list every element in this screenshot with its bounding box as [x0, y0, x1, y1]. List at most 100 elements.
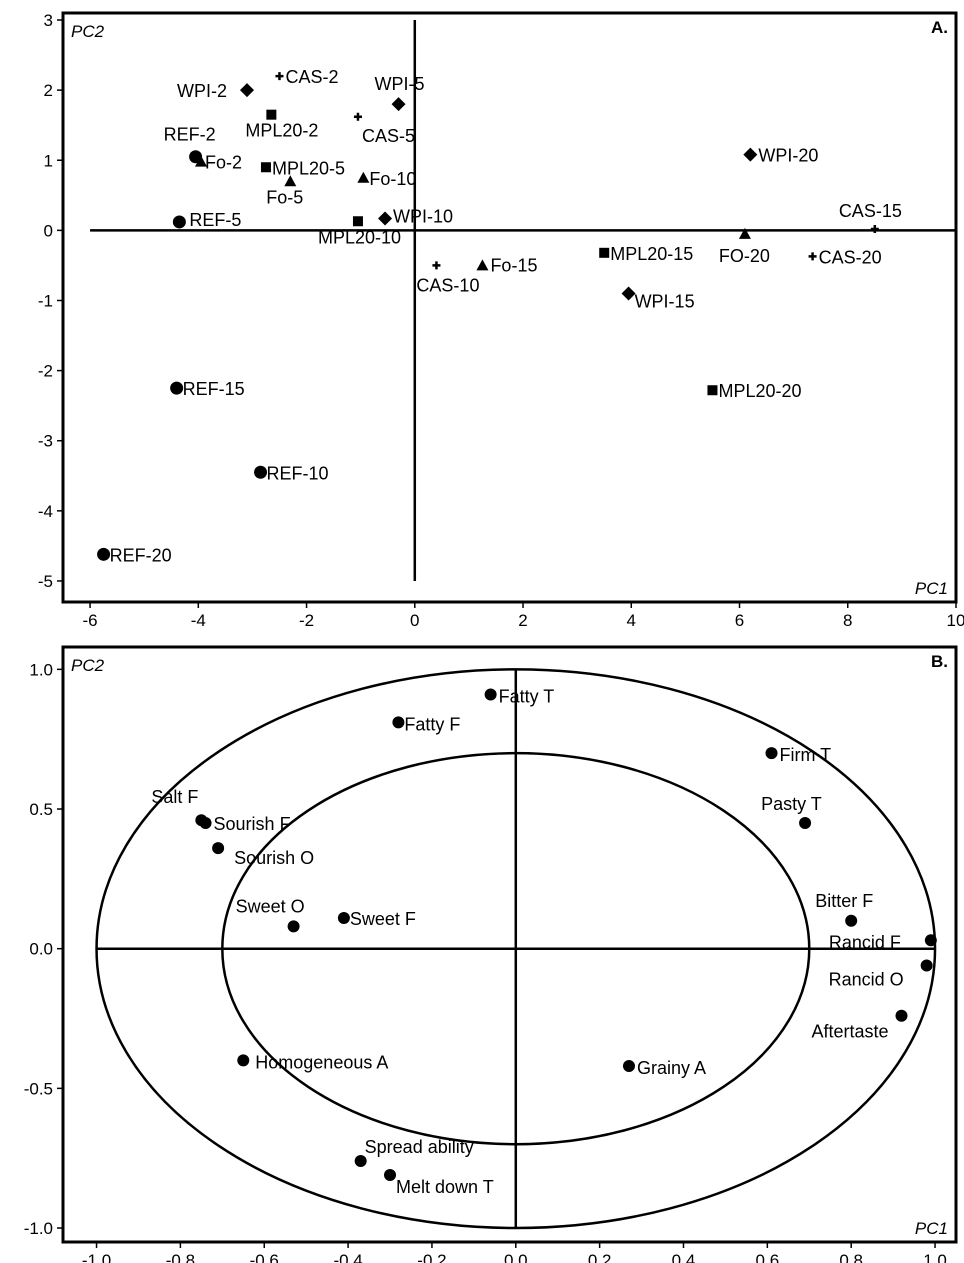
x-tick-label: 10 — [947, 611, 964, 630]
point-ref-15-marker — [170, 381, 184, 395]
point-fatty-t-label: Fatty T — [499, 686, 555, 706]
point-rancid-f-label: Rancid F — [829, 932, 901, 952]
y-tick-label: 0 — [44, 221, 53, 240]
point-fo-2-label: Fo-2 — [205, 153, 242, 173]
point-melt-down-t-marker — [384, 1168, 397, 1181]
point-mpl20-2-label: MPL20-2 — [245, 121, 318, 141]
point-fo-20-marker — [738, 227, 751, 239]
point-fo-5-label: Fo-5 — [266, 187, 303, 207]
y-tick-label: -5 — [38, 572, 53, 591]
point-fo-10-marker — [357, 171, 370, 183]
point-cas-15-marker — [870, 224, 879, 233]
point-wpi-5-marker — [391, 97, 406, 112]
point-fatty-t-marker — [484, 688, 497, 701]
y-axis-title: PC2 — [71, 656, 105, 675]
point-cas-20-label: CAS-20 — [819, 247, 882, 267]
x-tick-label: -0.8 — [166, 1251, 195, 1263]
point-homogeneous-a-marker — [237, 1054, 250, 1067]
point-mpl20-2-marker — [266, 109, 277, 120]
point-ref-15-label: REF-15 — [183, 379, 245, 399]
point-sourish-o-marker — [212, 842, 225, 855]
point-sweet-o-label: Sweet O — [236, 896, 305, 916]
y-tick-label: 0.0 — [29, 940, 53, 959]
point-cas-10-marker — [432, 261, 441, 270]
x-tick-label: 8 — [843, 611, 852, 630]
point-sourish-o-label: Sourish O — [234, 848, 314, 868]
point-mpl20-5-marker — [260, 162, 271, 173]
point-ref-5-label: REF-5 — [189, 210, 241, 230]
x-axis-title: PC1 — [915, 1219, 948, 1238]
point-pasty-t-marker — [799, 816, 812, 829]
point-aftertaste-label: Aftertaste — [811, 1022, 888, 1042]
point-fo-2-marker — [195, 155, 208, 167]
point-wpi-15-label: WPI-15 — [635, 291, 695, 311]
point-mpl20-20-marker — [707, 385, 718, 396]
x-tick-label: -6 — [82, 611, 97, 630]
point-melt-down-t-label: Melt down T — [396, 1177, 494, 1197]
point-aftertaste-marker — [895, 1009, 908, 1022]
point-ref-10-marker — [254, 465, 268, 479]
point-cas-5-label: CAS-5 — [362, 126, 415, 146]
x-tick-label: 0.8 — [839, 1251, 863, 1263]
point-fatty-f-marker — [392, 716, 405, 729]
point-wpi-10-marker — [378, 211, 393, 226]
y-tick-label: 1.0 — [29, 660, 53, 679]
point-grainy-a-label: Grainy A — [637, 1058, 706, 1078]
x-tick-label: -1.0 — [82, 1251, 111, 1263]
point-firm-t-marker — [765, 747, 778, 760]
point-sweet-f-label: Sweet F — [350, 909, 416, 929]
plot-frame — [61, 11, 958, 604]
y-tick-label: -1.0 — [24, 1219, 53, 1238]
point-sourish-f-label: Sourish F — [214, 814, 291, 834]
point-spread-ability-label: Spread ability — [365, 1137, 474, 1157]
x-tick-label: -0.4 — [333, 1251, 362, 1263]
point-sourish-f-marker — [199, 816, 212, 829]
panel-b-pca-loadings-plot: -1.0 -0.8 -0.6 -0.4 -0.2 0.0 0.2 0.4 0.6 0.8 1.0 1.… — [24, 645, 958, 1263]
x-tick-label: -0.2 — [417, 1251, 446, 1263]
x-tick-label: 0.0 — [504, 1251, 528, 1263]
panel-label: B. — [931, 652, 948, 671]
point-rancid-o-marker — [920, 959, 933, 972]
point-mpl20-5-label: MPL20-5 — [272, 158, 345, 178]
point-ref-10-label: REF-10 — [267, 463, 329, 483]
y-tick-label: -0.5 — [24, 1079, 53, 1098]
x-tick-label: -0.6 — [250, 1251, 279, 1263]
x-tick-label: 6 — [735, 611, 744, 630]
point-mpl20-10-marker — [352, 216, 363, 227]
point-fo-10-label: Fo-10 — [369, 169, 416, 189]
point-ref-2-label: REF-2 — [164, 125, 216, 145]
point-ref-20-marker — [97, 547, 111, 561]
panel-label: A. — [931, 18, 948, 37]
point-cas-2-label: CAS-2 — [285, 67, 338, 87]
point-fo-15-marker — [476, 259, 489, 271]
point-mpl20-15-marker — [599, 247, 610, 258]
point-rancid-o-label: Rancid O — [829, 969, 904, 989]
point-grainy-a-marker — [622, 1060, 635, 1073]
point-fo-15-label: Fo-15 — [490, 255, 537, 275]
point-cas-2-marker — [275, 72, 284, 81]
point-bitter-f-marker — [845, 914, 858, 927]
y-tick-label: 3 — [44, 11, 53, 30]
x-tick-label: 0.6 — [756, 1251, 780, 1263]
point-mpl20-15-label: MPL20-15 — [610, 244, 693, 264]
y-tick-label: 2 — [44, 81, 53, 100]
point-fo-5-marker — [284, 175, 297, 187]
point-wpi-2-marker — [240, 83, 255, 98]
x-tick-label: 4 — [627, 611, 636, 630]
point-cas-10-label: CAS-10 — [416, 275, 479, 295]
point-cas-20-marker — [808, 252, 817, 261]
y-tick-label: -1 — [38, 291, 53, 310]
point-firm-t-label: Firm T — [780, 745, 832, 765]
y-tick-label: -4 — [38, 502, 53, 521]
point-mpl20-20-label: MPL20-20 — [718, 381, 801, 401]
y-tick-label: 1 — [44, 151, 53, 170]
x-tick-label: 0.2 — [588, 1251, 612, 1263]
x-tick-label: -4 — [191, 611, 206, 630]
panel-a-pca-scores-plot: -6 -4 -2 0 2 4 6 8 103210-1-2-3-4-5PC2PC1A.WPI-2… — [38, 11, 964, 630]
point-cas-15-label: CAS-15 — [839, 201, 902, 221]
point-ref-20-label: REF-20 — [110, 545, 172, 565]
point-fatty-f-label: Fatty F — [404, 714, 460, 734]
point-rancid-f-marker — [924, 934, 937, 947]
x-axis-title: PC1 — [915, 579, 948, 598]
